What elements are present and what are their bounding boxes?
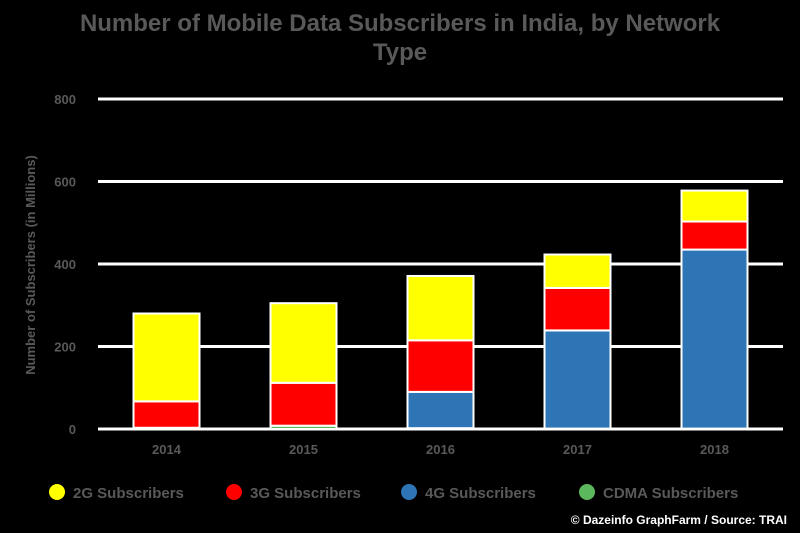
- bar-segment: [543, 253, 612, 289]
- legend-label: 4G Subscribers: [425, 485, 536, 502]
- x-tick-labels: 2014 2015 2016 2017 2018: [152, 442, 729, 457]
- bar-segment: [406, 274, 475, 342]
- bar-segment: [406, 339, 475, 393]
- x-tick-label: 2015: [289, 442, 318, 457]
- x-tick-label: 2018: [700, 442, 729, 457]
- bar-segment: [543, 329, 612, 430]
- bar-segment: [680, 189, 749, 223]
- chart-title: Number of Mobile Data Subscribers in Ind…: [80, 10, 721, 66]
- y-tick-label: 400: [54, 257, 76, 272]
- legend-label: 3G Subscribers: [250, 485, 361, 502]
- legend-label: CDMA Subscribers: [603, 485, 738, 502]
- bar-segment: [680, 220, 749, 251]
- y-tick-label: 600: [54, 175, 76, 190]
- x-tick-label: 2016: [426, 442, 455, 457]
- y-tick-labels: 0 200 400 600 800: [54, 92, 76, 437]
- bar-segment: [132, 312, 201, 403]
- y-axis-title: Number of Subscribers (in Millions): [23, 155, 38, 375]
- chart-title-line-2: Type: [373, 39, 427, 66]
- bar-segment: [680, 248, 749, 430]
- bar-segment: [543, 286, 612, 332]
- bar-segment: [406, 390, 475, 430]
- bar-segment: [269, 302, 338, 384]
- legend-marker: [49, 484, 65, 500]
- legend-label: 2G Subscribers: [73, 485, 184, 502]
- y-tick-label: 200: [54, 340, 76, 355]
- chart-title-line-1: Number of Mobile Data Subscribers in Ind…: [80, 10, 721, 37]
- x-tick-label: 2017: [563, 442, 592, 457]
- bar-segment: [132, 400, 201, 429]
- legend-marker: [579, 484, 595, 500]
- legend-marker: [401, 484, 417, 500]
- y-tick-label: 800: [54, 92, 76, 107]
- bars: [132, 189, 749, 431]
- bar-segment: [269, 381, 338, 427]
- legend-marker: [226, 484, 242, 500]
- legend: 2G Subscribers 3G Subscribers 4G Subscribe…: [49, 484, 738, 502]
- source-credit: © Dazeinfo GraphFarm / Source: TRAI: [571, 513, 787, 527]
- y-tick-label: 0: [69, 422, 76, 437]
- x-tick-label: 2014: [152, 442, 182, 457]
